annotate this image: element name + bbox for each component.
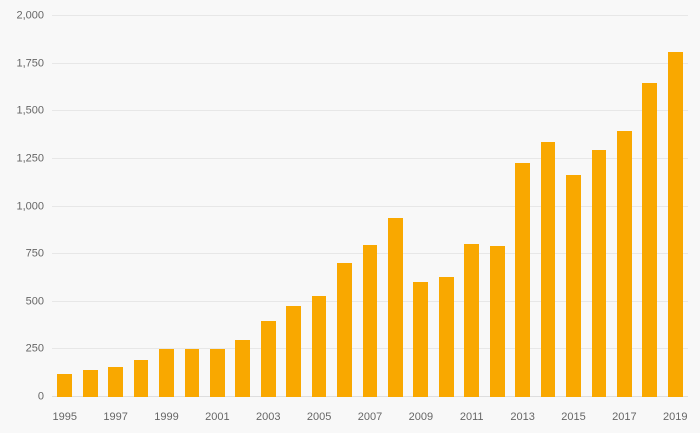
- x-tick-label-2017: 2017: [612, 411, 637, 423]
- bar-slot-1995: [52, 16, 77, 397]
- bar-1996[interactable]: [82, 370, 98, 397]
- bar-slot-2007: [357, 16, 382, 397]
- bar-1998[interactable]: [133, 359, 149, 397]
- bar-slot-1998: [128, 16, 153, 397]
- bar-2013[interactable]: [515, 162, 530, 397]
- bar-1995[interactable]: [57, 374, 73, 397]
- bar-slot-2002: [230, 16, 255, 397]
- bar-2012[interactable]: [489, 245, 505, 397]
- bar-2019[interactable]: [667, 52, 683, 397]
- bar-2018[interactable]: [642, 82, 658, 397]
- bar-2001[interactable]: [209, 349, 225, 397]
- x-tick-empty-2012: [484, 409, 509, 425]
- x-tick-label-2007: 2007: [357, 411, 383, 423]
- x-tick-empty-2006: [332, 409, 357, 425]
- bar-slot-2016: [586, 16, 611, 397]
- x-tick-label-2001: 2001: [205, 411, 230, 423]
- bar-2008[interactable]: [388, 217, 403, 397]
- gridline-2000: [52, 15, 688, 16]
- bar-slot-1999: [154, 16, 179, 397]
- bar-slot-2019: [663, 16, 688, 397]
- x-axis: 1995 1997 1999 2001 2003 2005 2007 2009 2011 2013…: [52, 409, 688, 425]
- x-tick-empty-1996: [77, 409, 102, 425]
- bar-slot-2005: [306, 16, 331, 397]
- bar-slot-2001: [205, 16, 230, 397]
- x-tick-empty-1998: [128, 409, 153, 425]
- bar-2016[interactable]: [591, 150, 607, 397]
- y-tick-label-750: 750: [25, 247, 44, 260]
- bar-slot-2010: [434, 16, 459, 397]
- x-tick-label-2003: 2003: [255, 411, 281, 423]
- y-tick-label-1750: 1,750: [16, 57, 44, 70]
- bar-2011[interactable]: [464, 243, 480, 397]
- y-tick-label-500: 500: [25, 295, 44, 308]
- bar-slot-2008: [383, 16, 408, 397]
- bar-2015[interactable]: [566, 175, 581, 397]
- x-tick-label-2011: 2011: [459, 411, 484, 423]
- x-tick-label-2009: 2009: [408, 411, 434, 423]
- bar-slot-2013: [510, 16, 535, 397]
- bar-2003[interactable]: [260, 320, 276, 397]
- bar-slot-2006: [332, 16, 357, 397]
- plot-area: [52, 15, 688, 397]
- bar-2007[interactable]: [362, 244, 378, 397]
- x-tick-empty-2014: [535, 409, 560, 425]
- bar-slot-2012: [484, 16, 509, 397]
- bar-slot-2000: [179, 16, 204, 397]
- x-tick-empty-2004: [281, 409, 306, 425]
- bar-slot-1996: [77, 16, 102, 397]
- bar-2002[interactable]: [235, 339, 251, 397]
- bar-slot-2011: [459, 16, 484, 397]
- gridline-1750: [52, 62, 688, 64]
- bar-series: [52, 16, 688, 397]
- bar-slot-2015: [561, 16, 586, 397]
- x-tick-label-2013: 2013: [510, 411, 535, 423]
- gridline-1000: [52, 205, 688, 207]
- bar-2010[interactable]: [438, 277, 454, 397]
- bar-slot-2018: [637, 16, 662, 397]
- y-tick-label-1000: 1,000: [16, 200, 44, 212]
- bar-2004[interactable]: [286, 305, 302, 397]
- bar-2005[interactable]: [311, 296, 327, 397]
- x-tick-label-1995: 1995: [52, 411, 77, 423]
- bar-1999[interactable]: [159, 349, 174, 397]
- bar-slot-2017: [612, 16, 637, 397]
- bar-2014[interactable]: [540, 141, 556, 397]
- x-tick-label-2005: 2005: [306, 411, 332, 423]
- bar-slot-2003: [256, 16, 281, 397]
- y-axis: 0 250 500 750 1,000 1,250 1,500 1,750 2,000: [0, 10, 44, 402]
- bar-2017[interactable]: [616, 131, 632, 397]
- x-tick-empty-2018: [637, 409, 662, 425]
- gridline-1500: [52, 110, 688, 112]
- bar-slot-2014: [535, 16, 560, 397]
- x-tick-empty-2002: [230, 409, 255, 425]
- bar-2006[interactable]: [337, 262, 352, 397]
- x-tick-label-2015: 2015: [561, 411, 586, 423]
- x-tick-empty-2016: [586, 409, 611, 425]
- bar-slot-2009: [408, 16, 433, 397]
- x-tick-label-1997: 1997: [103, 411, 128, 423]
- gridline-1250: [52, 157, 688, 159]
- bar-slot-1997: [103, 16, 128, 397]
- x-tick-label-2019: 2019: [662, 411, 688, 423]
- x-tick-empty-2010: [434, 409, 459, 425]
- x-tick-label-1999: 1999: [154, 411, 179, 423]
- y-tick-label-0: 0: [37, 390, 44, 403]
- y-tick-label-1500: 1,500: [16, 104, 44, 117]
- y-tick-label-1250: 1,250: [16, 152, 44, 165]
- y-tick-label-250: 250: [25, 342, 44, 355]
- bar-slot-2004: [281, 16, 306, 397]
- x-tick-empty-2000: [179, 409, 204, 425]
- bar-1997[interactable]: [108, 366, 123, 397]
- y-tick-label-2000: 2,000: [16, 9, 44, 22]
- x-tick-empty-2008: [383, 409, 408, 425]
- bar-2000[interactable]: [184, 349, 200, 397]
- bar-2009[interactable]: [413, 281, 429, 397]
